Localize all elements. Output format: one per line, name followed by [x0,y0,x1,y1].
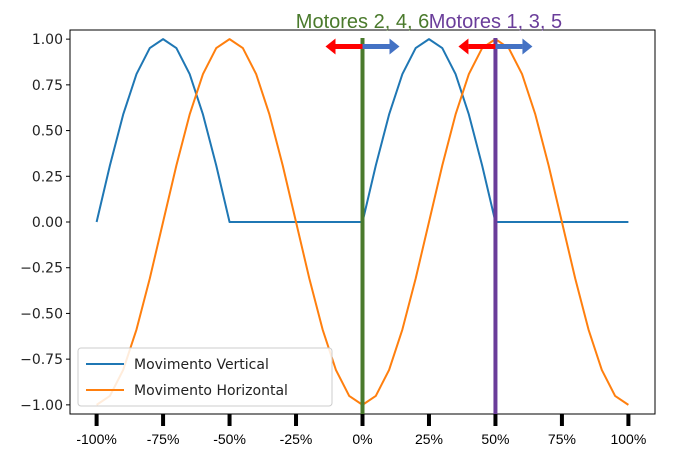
arrow-right-head-1 [389,38,400,55]
arrow-right-head-2 [522,38,533,55]
xtick-label: -25% [280,431,313,447]
legend-box [77,347,333,407]
vline-label-2: Motores 1, 3, 5 [429,11,562,33]
vline-label-1: Motores 2, 4, 6 [296,11,429,33]
ytick-label: 0.00 [32,215,63,231]
xtick-label: -75% [147,431,180,447]
xtick-label: 75% [548,431,576,447]
legend-label: Movimento Horizontal [134,383,288,399]
ytick-label: 0.50 [32,124,63,140]
ytick-label: −1.00 [20,398,63,414]
arrow-left-head-1 [325,38,336,55]
ytick-label: 1.00 [32,32,63,48]
xtick-label: -50% [213,431,246,447]
legend-label: Movimento Vertical [134,357,269,373]
ytick-label: 0.25 [32,169,63,185]
xtick-label: 0% [352,431,372,447]
ytick-label: 0.75 [32,78,63,94]
ytick-label: −0.75 [20,352,63,368]
plot-area: 1.00 0.75 0.50 0.25 0.00 −0.25 −0.50 −0.75 −1.00… [20,11,656,447]
xtick-label: 50% [481,431,509,447]
ytick-label: −0.50 [20,306,63,322]
xtick-label: 25% [415,431,443,447]
arrow-left-head-2 [458,38,469,55]
xtick-label: -100% [76,431,116,447]
ytick-label: −0.25 [20,261,63,277]
xtick-label: 100% [610,431,646,447]
